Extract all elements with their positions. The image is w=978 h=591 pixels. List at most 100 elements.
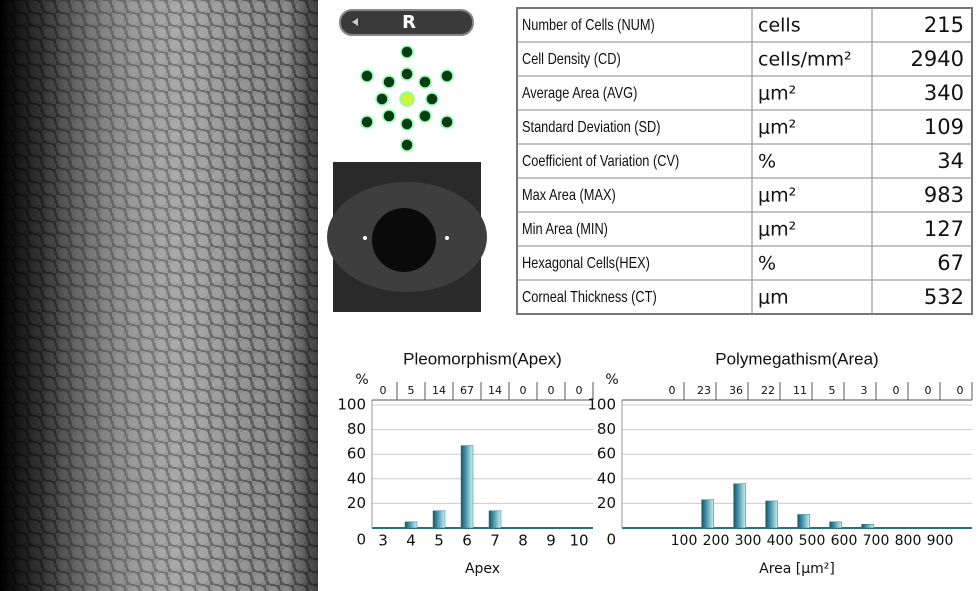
y-tick-label: 80 [597, 420, 616, 438]
x-tick-label: 600 [831, 533, 858, 549]
y-tick-label: 80 [347, 420, 366, 438]
value-label: 3 [861, 384, 868, 397]
x-tick-label: 900 [927, 533, 954, 549]
table-frame [516, 7, 973, 315]
cell-label: Number of Cells (NUM) [522, 17, 655, 35]
value-label: 14 [432, 384, 446, 397]
bar [701, 499, 715, 529]
y-tick-label: 100 [587, 396, 616, 414]
value-label: 67 [460, 384, 474, 397]
cell-value: 2940 [911, 47, 964, 71]
cell-value: 67 [937, 251, 964, 275]
cell-value: 340 [924, 81, 964, 105]
x-tick-label: 10 [569, 532, 588, 550]
cell-unit: cells/mm² [758, 49, 852, 71]
bar [733, 483, 747, 529]
target-dot-active [399, 91, 415, 107]
results-table: Number of Cells (NUM) cells 215 Cell Densit… [516, 7, 973, 315]
y-tick-label: 20 [597, 494, 616, 512]
value-label: 0 [380, 384, 387, 397]
y-tick-label: 0 [356, 531, 366, 549]
x-tick-label: 9 [546, 532, 556, 550]
bar [765, 500, 779, 529]
target-dot [418, 75, 432, 89]
cell-unit: μm [758, 287, 789, 309]
value-label: 0 [520, 384, 527, 397]
x-tick-label: 5 [434, 532, 444, 550]
x-tick-label: 7 [490, 532, 500, 550]
value-label: 5 [829, 384, 836, 397]
value-label: 0 [576, 384, 583, 397]
eye-label: R [402, 12, 416, 33]
chart-title: Polymegathism(Area) [715, 349, 878, 368]
cell-value: 109 [924, 115, 964, 139]
chart: Pleomorphism(Apex)%Apex02040608010030455… [337, 349, 594, 577]
target-dot [400, 45, 414, 59]
cell-label: Corneal Thickness (CT) [522, 289, 657, 307]
value-label: 14 [488, 384, 502, 397]
eye-image [327, 162, 487, 312]
target-dot [400, 67, 414, 81]
cell-value: 127 [924, 217, 964, 241]
specular-image [0, 0, 318, 591]
x-tick-label: 800 [895, 533, 922, 549]
y-tick-label: 40 [597, 469, 616, 487]
value-label: 0 [669, 384, 676, 397]
bar [829, 521, 843, 529]
chart: Polymegathism(Area)% Area [μm²] 0 20 40 60 80 1… [587, 349, 973, 577]
x-tick-label: 3 [378, 532, 388, 550]
target-dot [425, 92, 439, 106]
target-dot [400, 138, 414, 152]
x-tick-label: 100 [671, 533, 698, 549]
bar [797, 514, 811, 529]
y-axis-label: % [605, 372, 618, 388]
target-dot [440, 69, 454, 83]
cell-label: Max Area (MAX) [522, 187, 616, 205]
x-tick-label: 8 [518, 532, 528, 550]
cell-unit: μm² [758, 117, 796, 139]
cell-label: Standard Deviation (SD) [522, 119, 661, 137]
x-tick-label: 6 [462, 532, 472, 550]
y-tick-label: 20 [347, 494, 366, 512]
bar [460, 445, 474, 529]
cell-unit: μm² [758, 219, 796, 241]
bar [488, 510, 502, 529]
cell-label: Hexagonal Cells(HEX) [522, 255, 650, 273]
x-axis-label: Apex [465, 561, 500, 577]
bar [861, 524, 875, 529]
cell-unit: % [758, 253, 776, 275]
value-label: 0 [893, 384, 900, 397]
bar [432, 510, 446, 529]
value-label: 0 [548, 384, 555, 397]
target-dot [375, 92, 389, 106]
cell-unit: μm² [758, 185, 796, 207]
target-dot [400, 117, 414, 131]
y-tick-label: 100 [337, 396, 366, 414]
cell-label: Min Area (MIN) [522, 221, 608, 239]
y-tick-label: 0 [606, 531, 616, 549]
x-axis-label: Area [μm²] [759, 561, 835, 577]
target-dot [382, 75, 396, 89]
y-tick-label: 40 [347, 469, 366, 487]
cell-value: 34 [937, 149, 964, 173]
value-label: 22 [761, 384, 775, 397]
x-tick-label: 300 [735, 533, 762, 549]
cell-unit: cells [758, 15, 801, 37]
target-dot [382, 109, 396, 123]
cell-unit: % [758, 151, 776, 173]
eye-selector[interactable]: R [339, 9, 474, 36]
x-tick-label: 700 [863, 533, 890, 549]
y-tick-label: 60 [347, 445, 366, 463]
value-label: 0 [925, 384, 932, 397]
bar [404, 521, 418, 529]
cell-unit: μm² [758, 83, 796, 105]
value-label: 23 [697, 384, 711, 397]
value-label: 0 [957, 384, 964, 397]
value-label: 11 [793, 384, 807, 397]
x-tick-label: 400 [767, 533, 794, 549]
target-dot [360, 69, 374, 83]
y-tick-label: 60 [597, 445, 616, 463]
x-tick-label: 4 [406, 532, 416, 550]
cell-value: 983 [924, 183, 964, 207]
